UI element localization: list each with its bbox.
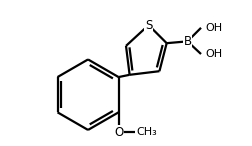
Text: OH: OH bbox=[206, 23, 223, 33]
Text: CH₃: CH₃ bbox=[137, 127, 158, 137]
Text: B: B bbox=[183, 35, 192, 48]
Text: OH: OH bbox=[206, 49, 223, 59]
Text: S: S bbox=[145, 19, 152, 32]
Text: O: O bbox=[114, 126, 123, 139]
